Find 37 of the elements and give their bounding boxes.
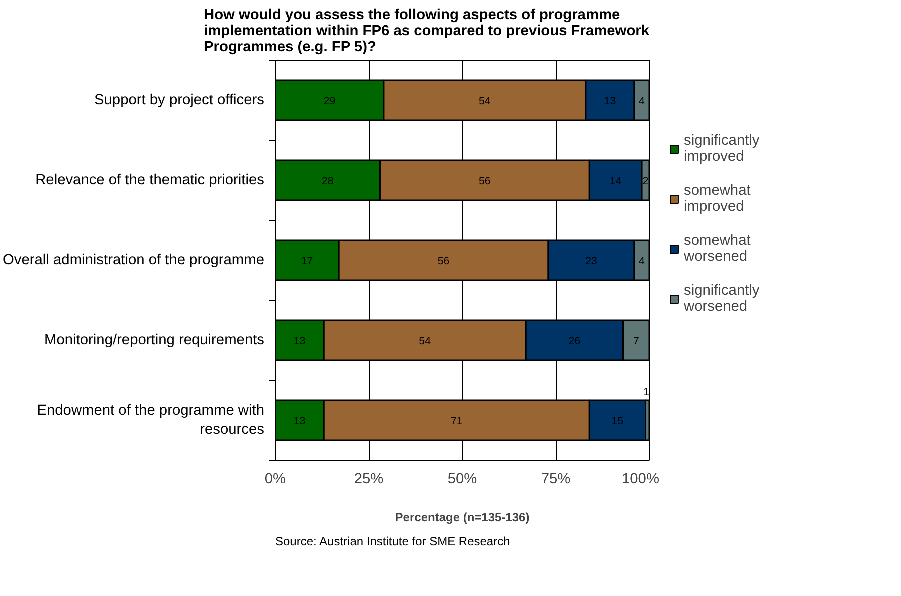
data-label: 56 (479, 176, 491, 188)
data-label: 26 (568, 336, 581, 348)
data-label: 13 (294, 416, 306, 428)
legend-label: somewhat improved (684, 182, 751, 214)
data-label: 29 (324, 96, 336, 108)
data-label: 28 (322, 176, 334, 188)
data-label: 1 (644, 386, 650, 399)
data-label: 4 (639, 96, 646, 108)
legend-label: significantly improved (684, 132, 760, 164)
chart-title: How would you assess the following aspects of programme implementation within FP6 as compared to previous Framework Programmes (e.g. FP 5)? (204, 8, 650, 56)
data-label: 13 (604, 96, 616, 108)
data-label: 4 (639, 256, 646, 268)
data-label: 7 (633, 336, 640, 348)
x-tick-label: 75% (541, 472, 571, 488)
y-tick-label: Overall administration of the programme (3, 252, 265, 268)
data-label: 54 (419, 336, 432, 348)
data-label: 15 (612, 416, 624, 428)
legend-label: significantly worsened (684, 282, 760, 314)
source-note: Source: Austrian Institute for SME Research (276, 534, 510, 548)
data-label: 23 (586, 256, 598, 268)
y-tick-label: Support by project officers (94, 92, 265, 108)
legend-label: somewhat worsened (684, 232, 751, 264)
data-label: 56 (438, 256, 450, 268)
y-tick-label: Monitoring/reporting requirements (44, 332, 264, 348)
data-label: 17 (301, 256, 314, 268)
x-axis-title: Percentage (n=135-136) (395, 510, 530, 524)
x-tick-label: 100% (622, 472, 660, 488)
x-tick-label: 25% (354, 472, 384, 488)
data-label: 14 (610, 176, 622, 188)
data-label: 13 (294, 336, 306, 348)
x-tick-label: 0% (264, 472, 286, 488)
data-label: 71 (450, 416, 463, 428)
data-label: 2 (642, 176, 649, 188)
x-tick-label: 50% (448, 472, 478, 488)
data-label: 54 (479, 96, 491, 108)
y-tick-label: Endowment of the programme with resources (37, 402, 265, 438)
y-tick-label: Relevance of the thematic priorities (36, 172, 265, 188)
